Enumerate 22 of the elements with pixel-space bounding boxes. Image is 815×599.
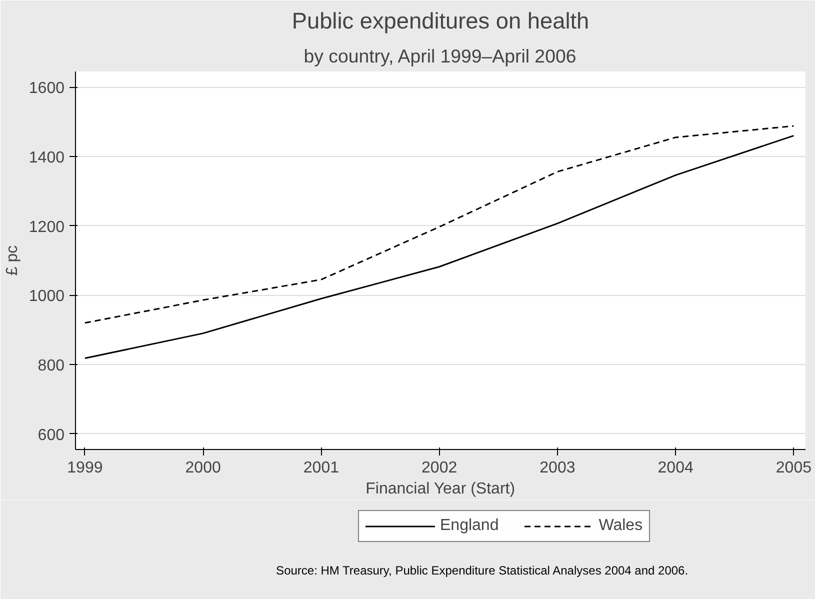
y-axis-title: £ pc	[4, 245, 21, 276]
y-tick-label: 800	[38, 358, 65, 375]
y-tick-label: 600	[38, 426, 65, 444]
y-tick-label: 1200	[28, 218, 65, 236]
x-tick-label: 2005	[776, 460, 812, 476]
chart-title: Public expenditures on health	[292, 8, 590, 34]
x-tick-label: 1999	[67, 460, 103, 476]
x-tick-label: 2004	[658, 460, 694, 476]
x-tick-label: 2000	[185, 460, 221, 476]
legend-label: England	[440, 517, 499, 535]
x-tick-label: 2001	[303, 460, 340, 476]
chart-subtitle: by country, April 1999–April 2006	[304, 46, 576, 66]
legend-label: Wales	[598, 517, 643, 535]
source-note: Source: HM Treasury, Public Expenditure Statistical Analyses 2004 and 2006.	[276, 564, 688, 578]
x-tick-label: 2002	[422, 460, 458, 476]
y-tick-label: 1600	[28, 80, 65, 98]
y-tick-label: 1400	[28, 149, 65, 166]
y-tick-label: 1000	[28, 288, 65, 306]
x-axis-title: Financial Year (Start)	[366, 480, 516, 498]
line-series	[84, 125, 794, 324]
x-tick-label: 2003	[540, 460, 576, 476]
line-series	[84, 134, 794, 360]
